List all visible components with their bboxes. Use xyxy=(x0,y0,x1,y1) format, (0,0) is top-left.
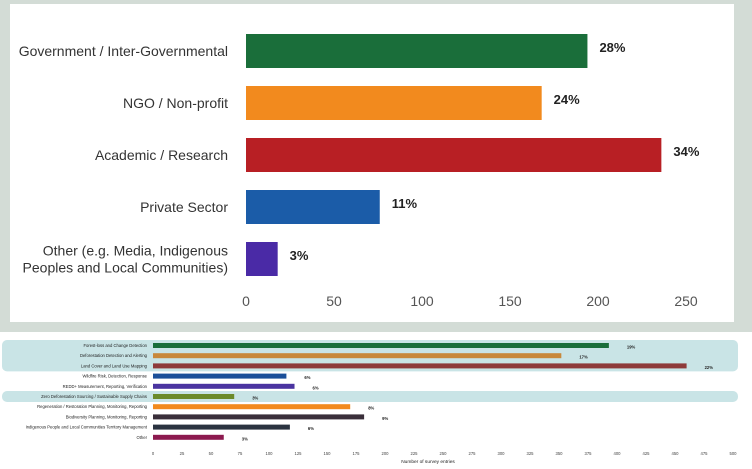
bar-4 xyxy=(153,383,295,389)
bar-8 xyxy=(153,424,290,430)
value-label-9: 3% xyxy=(242,436,248,441)
category-label-5: Zero Deforestation Sourcing / Sustainabl… xyxy=(41,394,147,399)
category-label-7: Biodiversity Planning, Monitoring, Repor… xyxy=(66,414,148,419)
bar-0 xyxy=(153,343,609,348)
category-label-9: Other xyxy=(137,435,148,440)
value-label-3: 11% xyxy=(392,196,418,211)
category-label-0: Forest-loss and Change Detection xyxy=(83,343,147,348)
category-label-line: Peoples and Local Communities) xyxy=(23,260,228,276)
value-label-2: 22% xyxy=(705,365,714,370)
x-tick-label-0: 0 xyxy=(152,451,155,456)
x-tick-label-19: 475 xyxy=(701,451,709,456)
bar-5 xyxy=(153,394,235,399)
bar-4 xyxy=(246,242,278,276)
bar-2 xyxy=(246,138,662,172)
bar-6 xyxy=(153,404,351,410)
x-tick-label-9: 225 xyxy=(411,451,419,456)
value-label-7: 9% xyxy=(382,416,388,421)
value-label-6: 8% xyxy=(368,406,374,411)
bar-1 xyxy=(153,353,562,359)
x-tick-label-2: 100 xyxy=(410,293,434,309)
category-label-3: Wildfire Risk, Detection, Response xyxy=(83,374,148,379)
x-axis-label: Number of survey entries xyxy=(401,459,455,465)
value-label-1: 24% xyxy=(554,92,580,107)
value-label-1: 17% xyxy=(579,355,588,360)
x-tick-label-11: 275 xyxy=(469,451,477,456)
category-label-line: Academic / Research xyxy=(95,147,228,163)
x-tick-label-4: 200 xyxy=(586,293,610,309)
x-tick-label-0: 0 xyxy=(242,293,250,309)
x-tick-label-10: 250 xyxy=(440,451,448,456)
x-tick-label-13: 325 xyxy=(527,451,535,456)
category-label-1: Deforestation Detection and Alerting xyxy=(80,353,148,358)
organization-type-bar-chart: Government / Inter-Governmental 28% NGO / … xyxy=(19,34,700,309)
x-tick-label-3: 150 xyxy=(498,293,522,309)
x-tick-label-2: 50 xyxy=(209,451,214,456)
category-label-line: Private Sector xyxy=(140,199,228,215)
x-tick-label-1: 25 xyxy=(180,451,185,456)
x-tick-label-5: 125 xyxy=(295,451,303,456)
category-label-4: REDD+ Measurement, Reporting, Verificati… xyxy=(63,384,148,389)
x-tick-label-6: 150 xyxy=(324,451,332,456)
bottom-chart-panel: Forest-loss and Change Detection 19% Defor… xyxy=(0,332,752,469)
x-tick-label-8: 200 xyxy=(382,451,390,456)
category-label-line: Government / Inter-Governmental xyxy=(19,43,228,59)
category-label-8: Indigenous People and Local Communities … xyxy=(26,425,148,430)
category-label-line: Other (e.g. Media, Indigenous xyxy=(43,243,228,259)
x-tick-label-1: 50 xyxy=(326,293,342,309)
x-tick-label-4: 100 xyxy=(266,451,274,456)
category-label-line: NGO / Non-profit xyxy=(123,95,228,111)
x-tick-label-15: 375 xyxy=(585,451,593,456)
bar-2 xyxy=(153,363,687,369)
bar-9 xyxy=(153,434,224,440)
x-tick-label-20: 500 xyxy=(730,451,738,456)
x-tick-label-5: 250 xyxy=(674,293,698,309)
x-tick-label-18: 450 xyxy=(672,451,680,456)
category-label-3: Private Sector xyxy=(140,199,228,215)
value-label-5: 3% xyxy=(252,396,258,401)
x-tick-label-17: 425 xyxy=(643,451,651,456)
bar-1 xyxy=(246,86,542,120)
category-label-2: Land Cover and Land Use Mapping xyxy=(81,363,148,368)
value-label-4: 3% xyxy=(290,248,309,263)
value-label-3: 6% xyxy=(304,375,310,380)
x-tick-label-7: 175 xyxy=(353,451,361,456)
bar-7 xyxy=(153,414,365,420)
value-label-8: 6% xyxy=(308,426,314,431)
value-label-0: 28% xyxy=(599,40,625,55)
value-label-2: 34% xyxy=(673,144,699,159)
x-tick-label-12: 300 xyxy=(498,451,506,456)
top-chart-panel: Government / Inter-Governmental 28% NGO / … xyxy=(10,4,734,322)
highlight-band-1 xyxy=(2,391,738,402)
category-label-2: Academic / Research xyxy=(95,147,228,163)
use-case-bar-chart: Forest-loss and Change Detection 19% Defor… xyxy=(2,340,738,465)
bar-0 xyxy=(246,34,588,68)
category-label-0: Government / Inter-Governmental xyxy=(19,43,228,59)
bar-3 xyxy=(246,190,380,224)
category-label-6: Regeneration / Restoration Planning, Mon… xyxy=(37,404,148,409)
value-label-0: 19% xyxy=(627,345,636,350)
x-tick-label-3: 75 xyxy=(238,451,243,456)
bar-3 xyxy=(153,373,287,379)
x-tick-label-14: 350 xyxy=(556,451,564,456)
x-tick-label-16: 400 xyxy=(614,451,622,456)
value-label-4: 6% xyxy=(313,385,319,390)
category-label-1: NGO / Non-profit xyxy=(123,95,228,111)
category-label-4: Other (e.g. Media, Indigenous Peoples and… xyxy=(23,243,228,276)
